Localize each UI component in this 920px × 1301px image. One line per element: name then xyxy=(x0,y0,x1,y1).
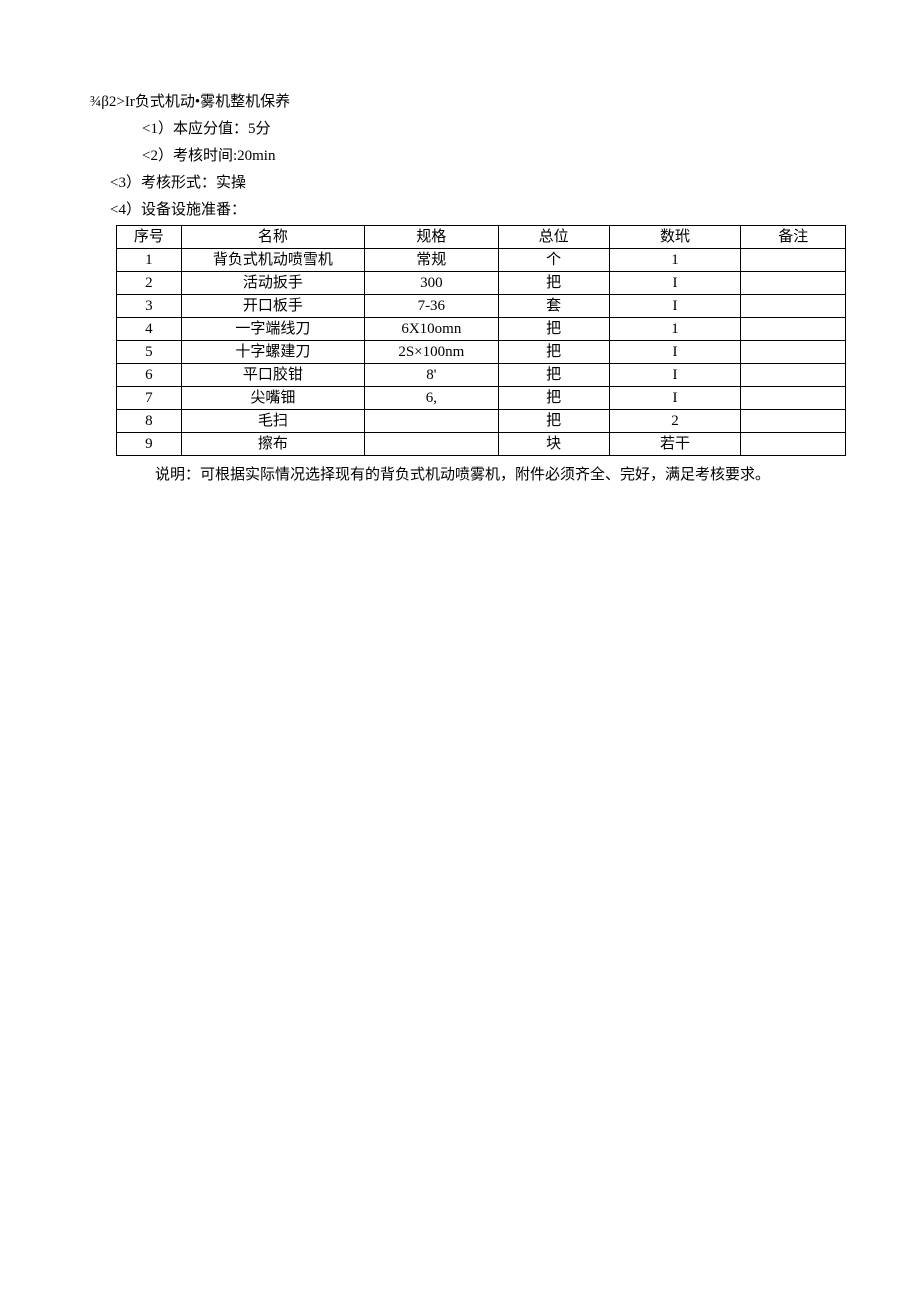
table-cell: 把 xyxy=(498,318,609,341)
table-cell xyxy=(741,318,846,341)
table-cell xyxy=(741,341,846,364)
table-row: 4一字端线刀6X10omn把1 xyxy=(117,318,846,341)
line-equipment: <4）设备设施准番： xyxy=(90,198,830,219)
table-cell: 6X10omn xyxy=(364,318,498,341)
table-cell xyxy=(741,410,846,433)
table-row: 3开口板手7-36套I xyxy=(117,295,846,318)
table-cell xyxy=(741,295,846,318)
table-row: 1背负式机动喷雪机常规个1 xyxy=(117,249,846,272)
table-row: 5十字螺建刀2S×100nm把I xyxy=(117,341,846,364)
table-cell: I xyxy=(609,387,741,410)
table-cell: 1 xyxy=(609,318,741,341)
table-cell: 开口板手 xyxy=(181,295,364,318)
table-cell xyxy=(741,272,846,295)
table-cell: 常规 xyxy=(364,249,498,272)
table-cell: 8' xyxy=(364,364,498,387)
table-cell: 6 xyxy=(117,364,182,387)
header-seq: 序号 xyxy=(117,226,182,249)
table-cell: 把 xyxy=(498,341,609,364)
table-row: 2活动扳手300把I xyxy=(117,272,846,295)
table-cell xyxy=(364,433,498,456)
header-unit: 总位 xyxy=(498,226,609,249)
table-cell: 4 xyxy=(117,318,182,341)
table-cell: 毛扫 xyxy=(181,410,364,433)
table-cell: 尖嘴钿 xyxy=(181,387,364,410)
header-note: 备注 xyxy=(741,226,846,249)
table-cell xyxy=(741,433,846,456)
table-cell: 8 xyxy=(117,410,182,433)
line-time: <2）考核时间:20min xyxy=(90,144,830,165)
header-name: 名称 xyxy=(181,226,364,249)
table-cell: I xyxy=(609,341,741,364)
table-cell: 一字端线刀 xyxy=(181,318,364,341)
table-row: 9擦布 块若干 xyxy=(117,433,846,456)
table-cell: 擦布 xyxy=(181,433,364,456)
table-cell: 块 xyxy=(498,433,609,456)
header-spec: 规格 xyxy=(364,226,498,249)
table-cell: 把 xyxy=(498,272,609,295)
table-cell: 300 xyxy=(364,272,498,295)
line-method: <3）考核形式：实操 xyxy=(90,171,830,192)
table-cell: 3 xyxy=(117,295,182,318)
table-header-row: 序号 名称 规格 总位 数玳 备注 xyxy=(117,226,846,249)
table-cell: 把 xyxy=(498,387,609,410)
table-row: 7尖嘴钿6,把I xyxy=(117,387,846,410)
table-cell: 1 xyxy=(117,249,182,272)
header-qty: 数玳 xyxy=(609,226,741,249)
table-cell: 套 xyxy=(498,295,609,318)
table-cell: 2 xyxy=(609,410,741,433)
table-cell: 6, xyxy=(364,387,498,410)
table-cell: 平口胶钳 xyxy=(181,364,364,387)
table-cell: 7-36 xyxy=(364,295,498,318)
table-cell: 十字螺建刀 xyxy=(181,341,364,364)
table-cell: 2S×100nm xyxy=(364,341,498,364)
table-cell xyxy=(364,410,498,433)
table-cell: I xyxy=(609,295,741,318)
table-cell: 个 xyxy=(498,249,609,272)
table-cell: 把 xyxy=(498,364,609,387)
table-cell xyxy=(741,387,846,410)
table-cell: I xyxy=(609,272,741,295)
table-cell xyxy=(741,249,846,272)
table-cell: I xyxy=(609,364,741,387)
table-row: 6平口胶钳8'把I xyxy=(117,364,846,387)
note-text: 说明：可根据实际情况选择现有的背负式机动喷雾机，附件必须齐全、完好，满足考核要求… xyxy=(90,463,830,484)
table-cell: 活动扳手 xyxy=(181,272,364,295)
equipment-table: 序号 名称 规格 总位 数玳 备注 1背负式机动喷雪机常规个12活动扳手300把… xyxy=(116,225,846,456)
table-cell: 7 xyxy=(117,387,182,410)
table-cell: 背负式机动喷雪机 xyxy=(181,249,364,272)
table-row: 8毛扫 把2 xyxy=(117,410,846,433)
table-cell: 把 xyxy=(498,410,609,433)
line-score: <1）本应分值：5分 xyxy=(90,117,830,138)
table-cell: 5 xyxy=(117,341,182,364)
table-cell: 9 xyxy=(117,433,182,456)
table-cell xyxy=(741,364,846,387)
document-title: ¾β2>Ir负式机动•雾机整机保养 xyxy=(90,90,830,111)
table-cell: 1 xyxy=(609,249,741,272)
table-cell: 若干 xyxy=(609,433,741,456)
table-cell: 2 xyxy=(117,272,182,295)
